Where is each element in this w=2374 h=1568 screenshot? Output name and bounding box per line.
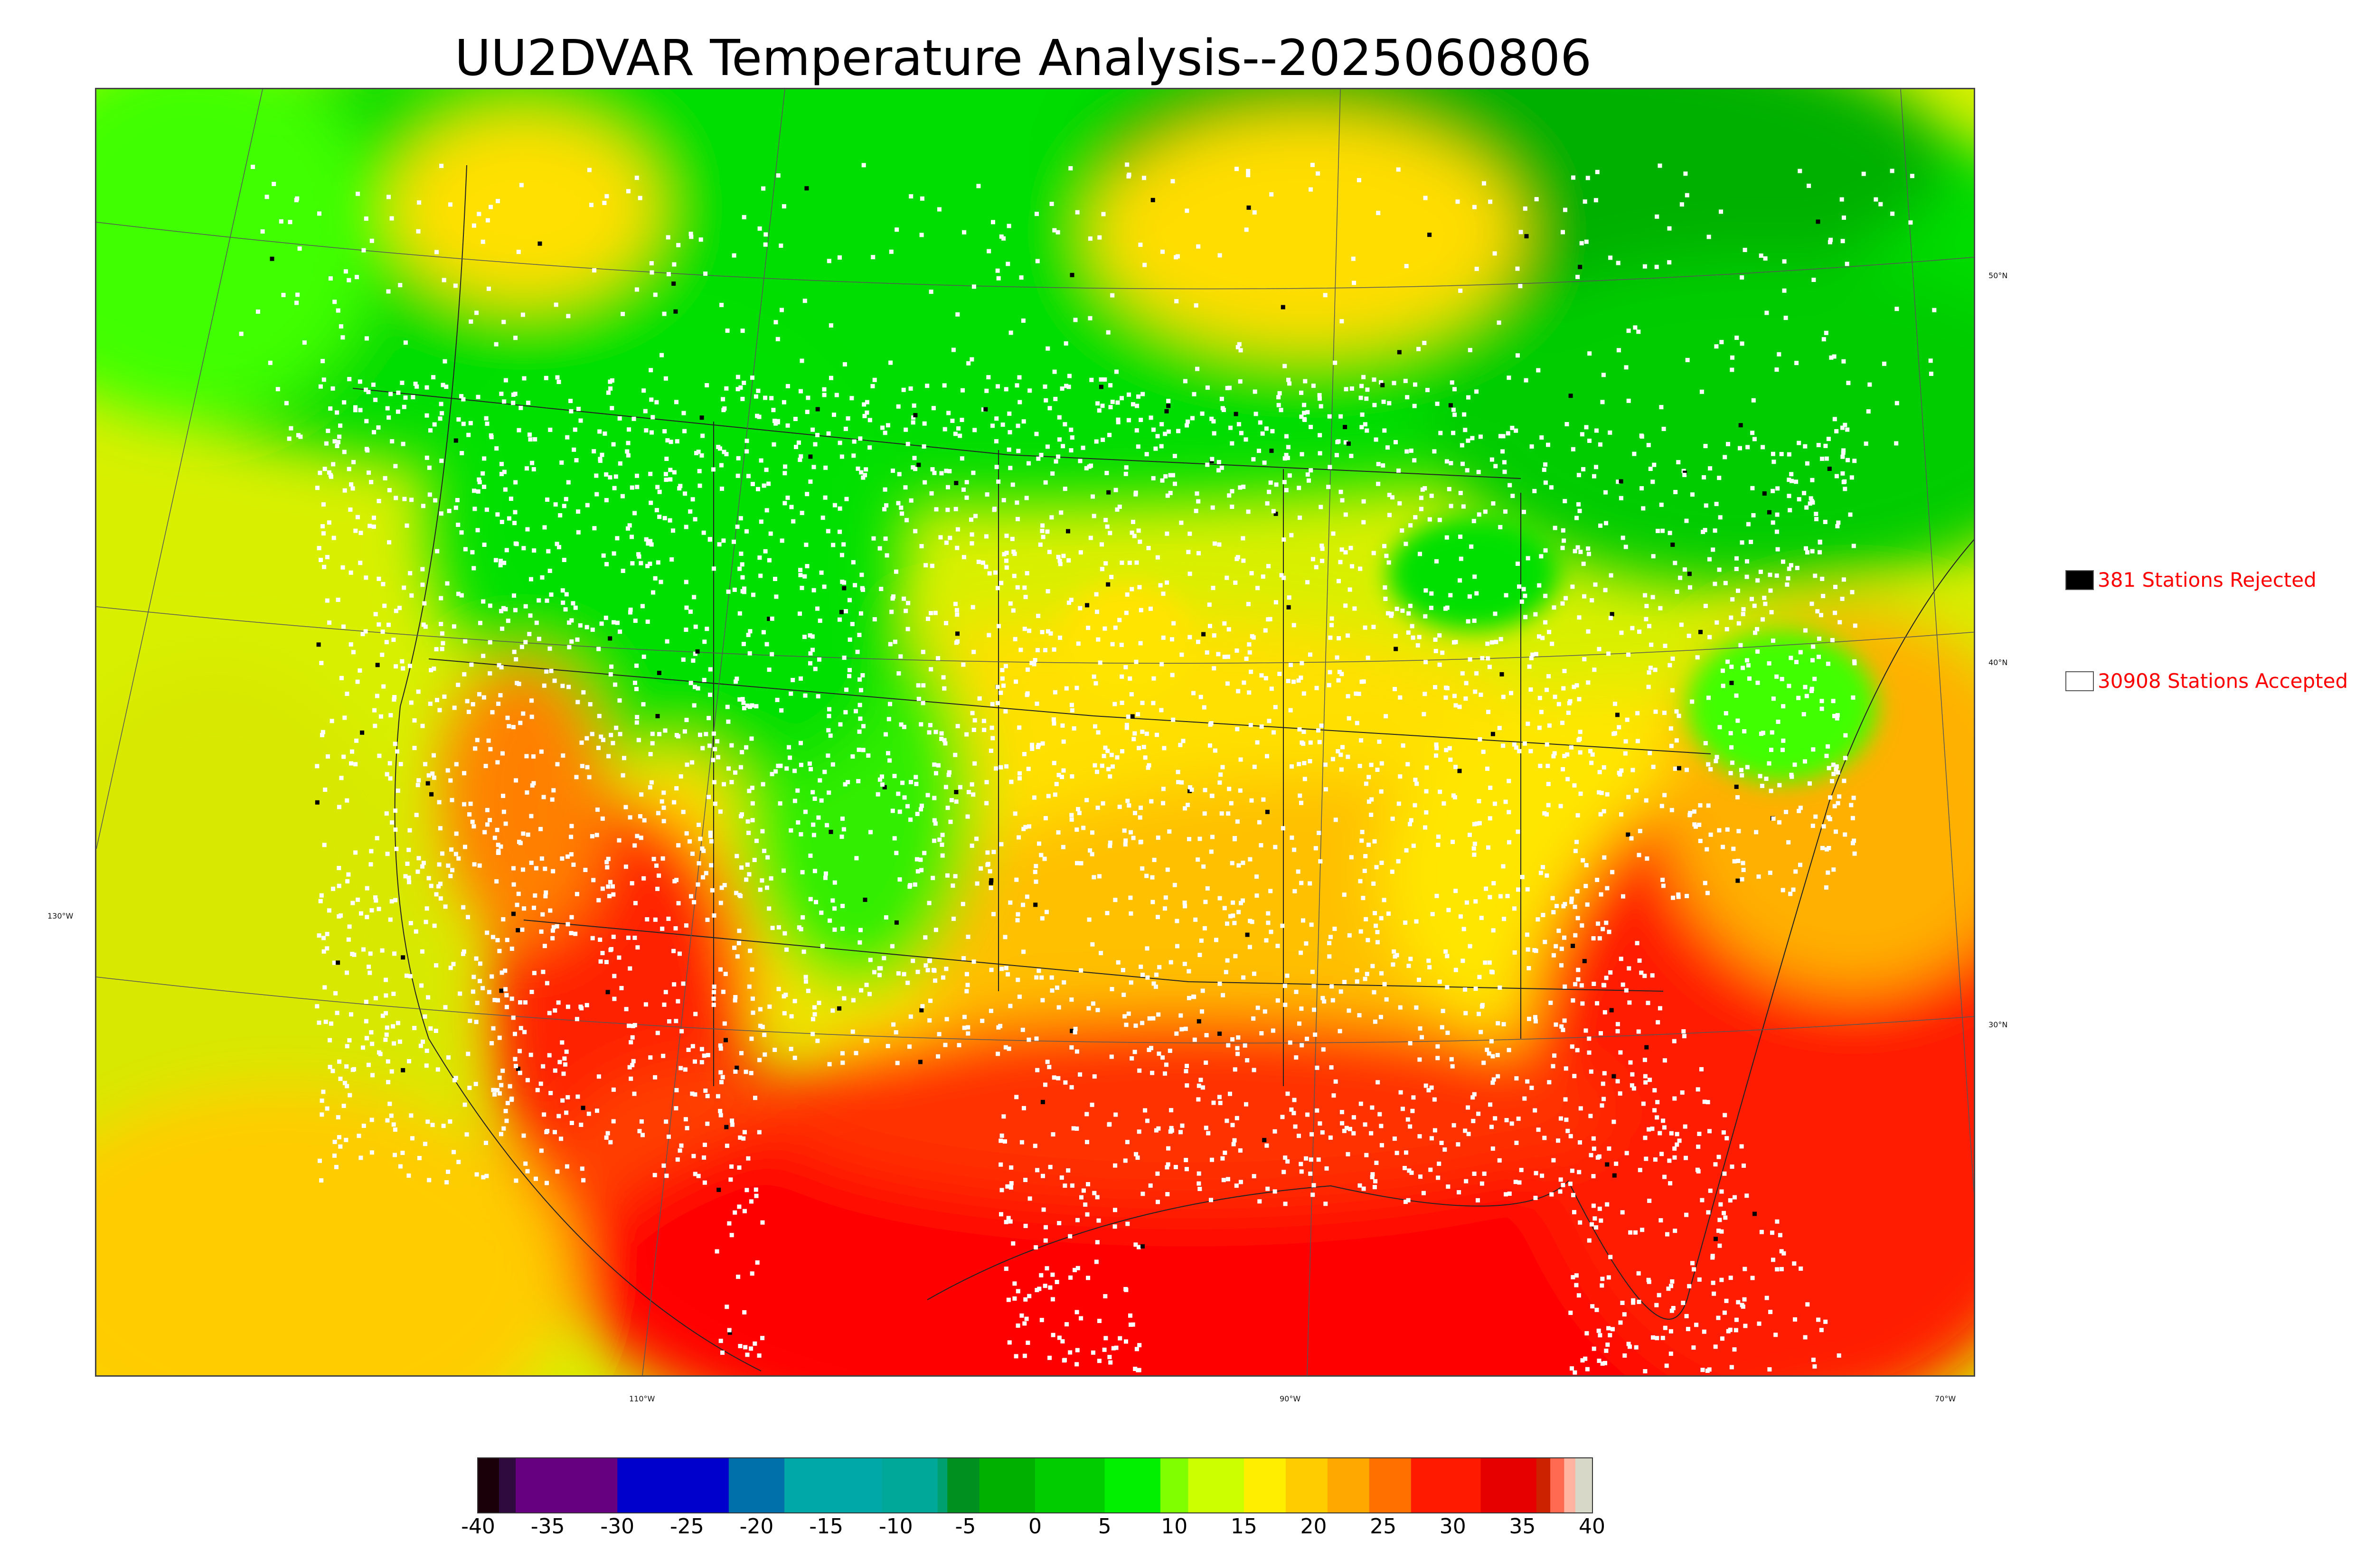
map-title: UU2DVAR Temperature Analysis--2025060806	[454, 29, 1592, 87]
colorbar-tick-label: -5	[955, 1514, 976, 1539]
colorbar-tick-label: -35	[530, 1514, 565, 1539]
colorbar-segment	[1575, 1458, 1592, 1512]
lat-label-50n: 50°N	[1988, 271, 2008, 280]
colorbar-tick-label: -10	[878, 1514, 913, 1539]
lon-label-130w: 130°W	[47, 911, 74, 920]
colorbar-segment	[947, 1458, 980, 1512]
colorbar-segment	[1550, 1458, 1564, 1512]
station-markers	[239, 162, 1937, 1375]
colorbar-segment	[882, 1458, 938, 1512]
colorbar-segment	[1369, 1458, 1412, 1512]
temperature-map[interactable]	[95, 88, 1975, 1377]
legend-rejected: 381 Stations Rejected	[2065, 568, 2317, 592]
colorbar-tick-label: -15	[809, 1514, 844, 1539]
colorbar-tick-label: -30	[600, 1514, 635, 1539]
colorbar-segment	[784, 1458, 882, 1512]
colorbar-tick-label: -25	[669, 1514, 704, 1539]
colorbar-segment	[1035, 1458, 1105, 1512]
lat-label-30n: 30°N	[1988, 1020, 2008, 1029]
colorbar-tick-label: 0	[1028, 1514, 1042, 1539]
colorbar-segment	[979, 1458, 1036, 1512]
temperature-field	[96, 89, 1974, 1375]
colorbar-tick-label: -40	[461, 1514, 495, 1539]
colorbar-segment	[1188, 1458, 1244, 1512]
colorbar-tick-label: 10	[1161, 1514, 1188, 1539]
rejected-swatch	[2065, 570, 2094, 590]
colorbar-tick-label: 15	[1230, 1514, 1257, 1539]
colorbar-segment	[1285, 1458, 1328, 1512]
colorbar-tick-label: 20	[1300, 1514, 1327, 1539]
colorbar-tick-label: 5	[1098, 1514, 1112, 1539]
colorbar-segment	[1327, 1458, 1370, 1512]
colorbar-segment	[478, 1458, 499, 1512]
colorbar-segment	[937, 1458, 948, 1512]
colorbar-segment	[1244, 1458, 1286, 1512]
colorbar-segment	[1564, 1458, 1576, 1512]
colorbar-tick-label: 35	[1509, 1514, 1536, 1539]
map-canvas	[96, 89, 1974, 1375]
colorbar-segment	[1480, 1458, 1537, 1512]
legend-accepted: 30908 Stations Accepted	[2065, 669, 2348, 693]
colorbar-segment	[1411, 1458, 1481, 1512]
colorbar-tick-label: 30	[1439, 1514, 1466, 1539]
colorbar-segment	[1160, 1458, 1189, 1512]
lon-label-70w: 70°W	[1935, 1394, 1956, 1403]
colorbar-segment	[516, 1458, 618, 1512]
legend-rejected-label: 381 Stations Rejected	[2098, 568, 2317, 592]
colorbar-segment	[1104, 1458, 1161, 1512]
legend-accepted-label: 30908 Stations Accepted	[2098, 669, 2348, 693]
colorbar	[477, 1457, 1593, 1513]
colorbar-tick-label: 40	[1579, 1514, 1605, 1539]
lat-label-40n: 40°N	[1988, 658, 2008, 667]
colorbar-canvas	[478, 1458, 1592, 1512]
lon-label-110w: 110°W	[629, 1394, 655, 1403]
colorbar-segment	[499, 1458, 516, 1512]
colorbar-segment	[1536, 1458, 1551, 1512]
colorbar-segment	[617, 1458, 729, 1512]
accepted-swatch	[2065, 671, 2094, 691]
colorbar-segment	[728, 1458, 785, 1512]
colorbar-tick-label: -20	[739, 1514, 774, 1539]
lon-label-90w: 90°W	[1280, 1394, 1301, 1403]
colorbar-tick-label: 25	[1370, 1514, 1397, 1539]
